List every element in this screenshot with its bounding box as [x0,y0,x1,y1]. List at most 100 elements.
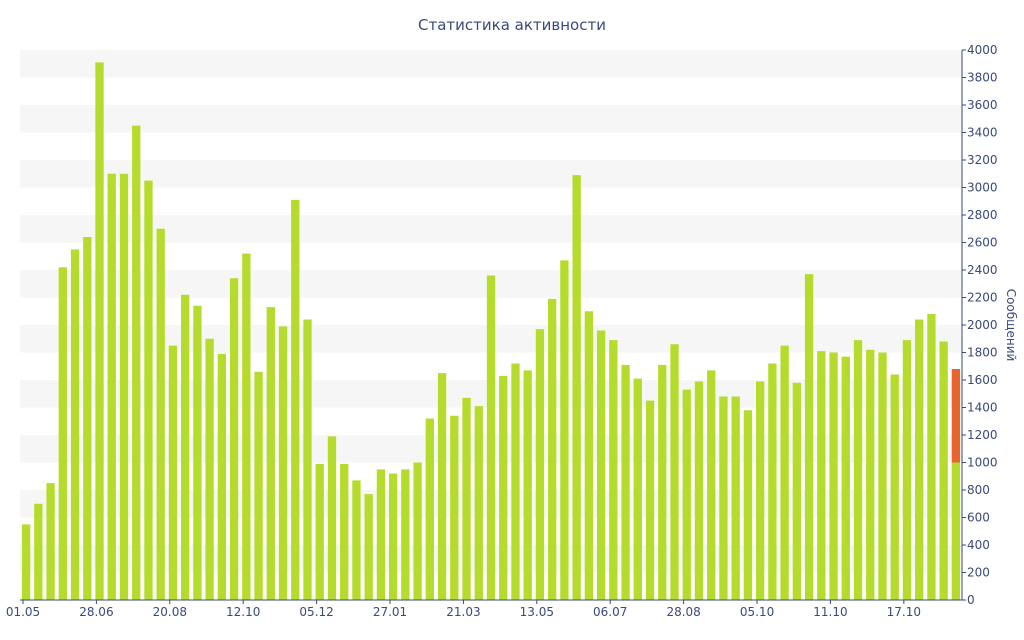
bar [376,469,386,601]
bar [205,338,214,600]
x-tick-label: 21.03 [446,605,480,619]
bar [633,378,642,601]
bar [242,253,251,600]
bar [315,463,324,601]
bar [670,344,679,600]
x-tick-label: 17.10 [887,605,921,619]
bar [682,389,691,601]
bar [780,345,789,601]
x-tick-label: 20.08 [153,605,187,619]
bar [841,356,850,601]
grid-band [20,105,962,133]
bar [474,406,483,601]
bar [254,371,263,600]
x-tick-label: 05.12 [299,605,333,619]
y-tick-label: 2400 [967,263,998,277]
bar [95,62,104,601]
bar [951,462,961,600]
bar [792,382,801,600]
bar [70,249,80,601]
bar [266,307,275,601]
bar [658,364,667,601]
x-tick-label: 11.10 [813,605,847,619]
bar [878,352,887,600]
bar-segment-current [951,369,961,463]
y-tick-label: 200 [967,566,990,580]
x-ticks: 01.05 28.06 20.08 12.10 05.12 27.01 21.03 13.05… [6,600,921,619]
y-tick-label: 2200 [967,291,998,305]
y-tick-label: 1200 [967,428,998,442]
y-tick-label: 400 [967,538,990,552]
bar [193,305,202,600]
bar [755,381,765,601]
x-tick-label: 13.05 [520,605,554,619]
bar [511,363,520,600]
bar [58,267,67,600]
grid-band [20,160,962,188]
bar [560,260,569,601]
bar [437,373,447,601]
bars [21,62,961,601]
bar [523,370,532,601]
bar [229,278,239,600]
bar [291,199,300,601]
bar [829,352,838,600]
bar [902,340,912,601]
bar [499,375,508,601]
bar [401,469,410,601]
bar [83,237,92,600]
y-tick-label: 800 [967,483,990,497]
bar [144,180,153,601]
bar [46,483,55,601]
bar [352,480,361,601]
bar [707,370,716,601]
y-tick-label: 3200 [967,153,998,167]
y-tick-label: 600 [967,511,990,525]
bar [927,314,936,600]
bar [915,319,924,600]
y-tick-label: 2000 [967,318,998,332]
y-tick-label: 2600 [967,236,998,250]
bar [462,397,471,601]
bar [388,473,398,600]
bar [645,400,655,601]
grid-band [20,215,962,243]
y-tick-label: 2800 [967,208,998,222]
bar [743,410,753,600]
x-tick-label: 05.10 [740,605,774,619]
y-tick-label: 3800 [967,71,998,85]
y-ticks: 0 200 400 600 800 1000 1200 1400 1600 1800 2000 220… [962,43,998,607]
bar [486,275,496,600]
bar [731,396,740,600]
bar [694,381,704,601]
bar [21,524,31,601]
bar [572,175,581,601]
y-tick-label: 1800 [967,346,998,360]
bar [413,462,422,600]
x-tick-label: 27.01 [373,605,407,619]
bar [364,494,373,601]
y-tick-label: 3000 [967,181,998,195]
bar [853,340,863,601]
y-tick-label: 1400 [967,401,998,415]
bar [327,436,337,601]
y-tick-label: 3400 [967,126,998,140]
bar [168,345,178,601]
x-tick-label: 06.07 [593,605,627,619]
bar [939,341,948,600]
bar [425,418,434,600]
x-tick-label: 12.10 [226,605,260,619]
chart-title: Статистика активности [418,16,606,34]
bar [621,364,630,601]
bar [34,503,43,600]
bar [278,326,288,601]
y-tick-label: 0 [967,593,975,607]
bar [866,349,875,600]
bar [768,363,777,600]
bar [181,294,190,600]
bar [719,396,728,600]
grid-band [20,50,962,78]
x-tick-label: 01.05 [6,605,40,619]
bar [890,374,899,600]
